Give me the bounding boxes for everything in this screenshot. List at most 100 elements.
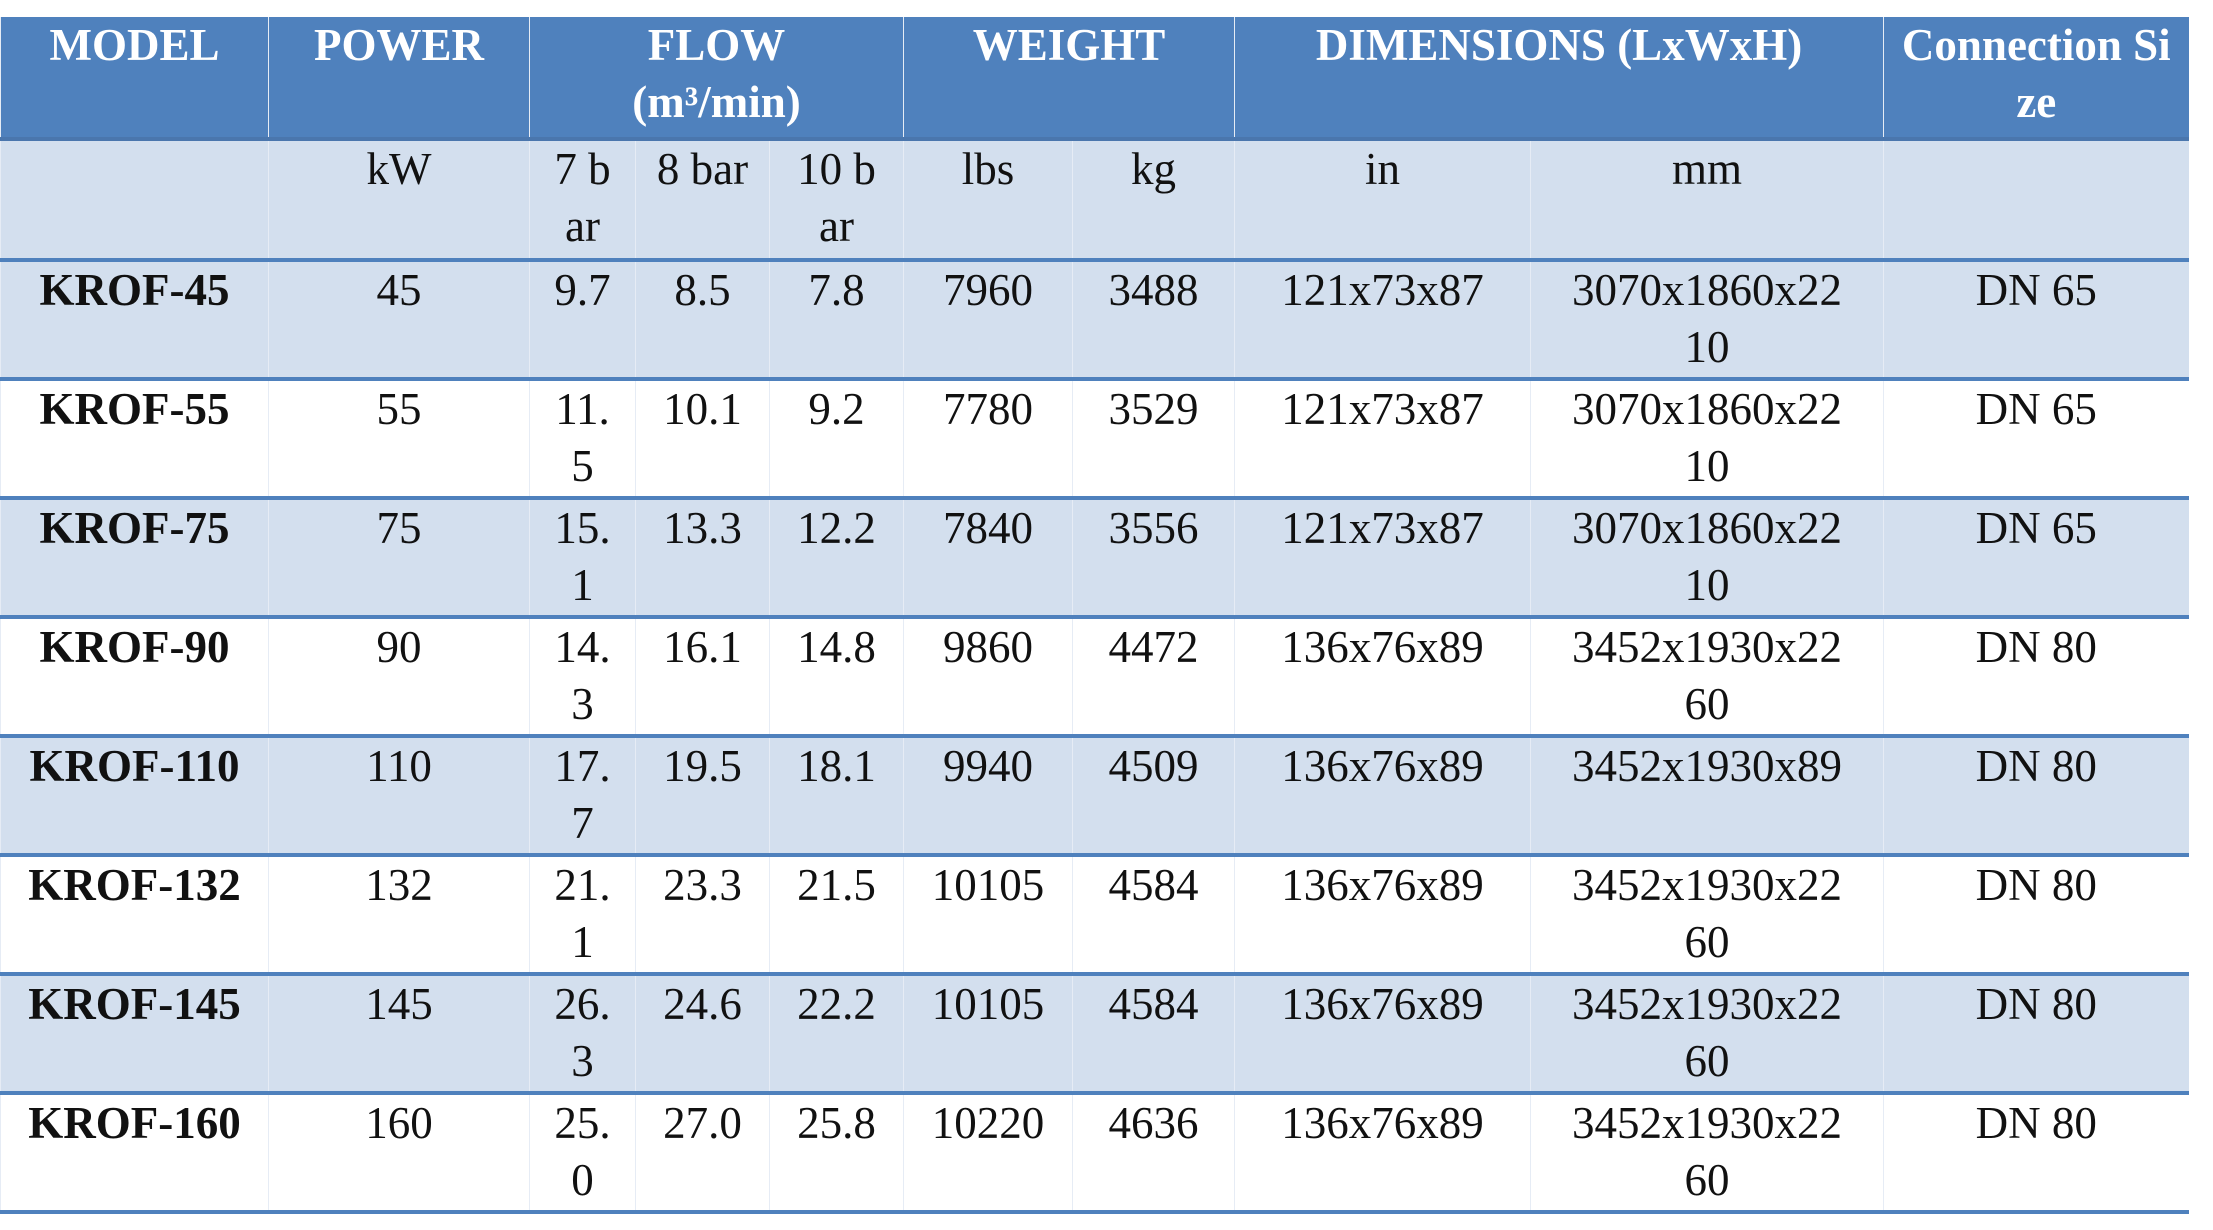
header-cell: MODEL xyxy=(0,17,269,141)
data-cell: KROF-160 xyxy=(0,1093,269,1214)
header-title: MODEL xyxy=(49,20,220,70)
data-cell: KROF-55 xyxy=(0,379,269,500)
data-cell: 10105 xyxy=(903,974,1073,1095)
data-row: KROF-145 145 26.3 24.6 22.2 10105 4584 136x76x8… xyxy=(0,974,2189,1095)
data-cell: 3070x1860x2210 xyxy=(1530,260,1884,381)
data-cell: KROF-45 xyxy=(0,260,269,381)
header-title: WEIGHT xyxy=(972,20,1166,70)
data-cell: 110 xyxy=(268,736,530,857)
data-cell: 27.0 xyxy=(635,1093,770,1214)
data-cell: KROF-90 xyxy=(0,617,269,738)
data-cell: 136x76x89 xyxy=(1234,1093,1531,1214)
unit-cell: kg xyxy=(1072,139,1235,262)
data-cell: DN 65 xyxy=(1883,260,2189,381)
data-cell: 10.1 xyxy=(635,379,770,500)
data-cell: 132 xyxy=(268,855,530,976)
data-cell: 11.5 xyxy=(529,379,636,500)
data-cell: 3488 xyxy=(1072,260,1235,381)
header-sub: (m³/min) xyxy=(632,77,801,127)
data-cell: DN 80 xyxy=(1883,617,2189,738)
data-cell: KROF-145 xyxy=(0,974,269,1095)
data-row: KROF-110 110 17.7 19.5 18.1 9940 4509 136x76x89… xyxy=(0,736,2189,857)
data-cell: 136x76x89 xyxy=(1234,736,1531,857)
header-cell: POWER xyxy=(268,17,530,141)
unit-cell: mm xyxy=(1530,139,1884,262)
data-cell: DN 65 xyxy=(1883,498,2189,619)
data-cell: 10220 xyxy=(903,1093,1073,1214)
data-cell: 22.2 xyxy=(768,974,904,1095)
data-cell: 21.1 xyxy=(529,855,636,976)
data-cell: 4472 xyxy=(1072,617,1235,738)
data-cell: 145 xyxy=(268,974,530,1095)
data-cell: 3070x1860x2210 xyxy=(1530,379,1884,500)
data-cell: 3452x1930x89 xyxy=(1530,736,1884,857)
data-cell: DN 65 xyxy=(1883,379,2189,500)
data-cell: 4509 xyxy=(1072,736,1235,857)
data-row: KROF-75 75 15.1 13.3 12.2 7840 3556 121x73x87 30… xyxy=(0,498,2189,619)
unit-cell: lbs xyxy=(903,139,1073,262)
data-cell: 25.0 xyxy=(529,1093,636,1214)
data-cell: KROF-75 xyxy=(0,498,269,619)
data-cell: 3452x1930x2260 xyxy=(1530,617,1884,738)
data-cell: 10105 xyxy=(903,855,1073,976)
unit-cell: 10 bar xyxy=(768,139,904,262)
data-cell: 3452x1930x2260 xyxy=(1530,1093,1884,1214)
data-cell: 16.1 xyxy=(635,617,770,738)
data-cell: 121x73x87 xyxy=(1234,379,1531,500)
data-cell: 7780 xyxy=(903,379,1073,500)
data-cell: DN 80 xyxy=(1883,974,2189,1095)
data-cell: 3070x1860x2210 xyxy=(1530,498,1884,619)
data-cell: DN 80 xyxy=(1883,1093,2189,1214)
units-row: kW 7 bar 8 bar 10 bar lbs kg in mm xyxy=(0,139,2189,262)
data-cell: 21.5 xyxy=(768,855,904,976)
unit-cell: 7 bar xyxy=(529,139,636,262)
header-cell: FLOW (m³/min) xyxy=(528,17,904,141)
data-cell: 19.5 xyxy=(635,736,770,857)
data-cell: 25.8 xyxy=(768,1093,904,1214)
data-row: KROF-160 160 25.0 27.0 25.8 10220 4636 136x76x8… xyxy=(0,1093,2189,1214)
data-cell: 7960 xyxy=(903,260,1073,381)
header-title: DIMENSIONS (LxWxH) xyxy=(1315,20,1803,70)
data-cell: 160 xyxy=(268,1093,530,1214)
data-cell: 4636 xyxy=(1072,1093,1235,1214)
data-cell: 13.3 xyxy=(635,498,770,619)
unit-cell xyxy=(1883,139,2189,262)
data-cell: 3529 xyxy=(1072,379,1235,500)
unit-cell: in xyxy=(1234,139,1531,262)
header-cell: Connection Size xyxy=(1883,17,2189,141)
data-cell: 9.7 xyxy=(529,260,636,381)
data-cell: KROF-110 xyxy=(0,736,269,857)
header-cell: DIMENSIONS (LxWxH) xyxy=(1234,17,1884,141)
data-cell: DN 80 xyxy=(1883,736,2189,857)
data-cell: 136x76x89 xyxy=(1234,974,1531,1095)
data-cell: 121x73x87 xyxy=(1234,260,1531,381)
data-cell: 15.1 xyxy=(529,498,636,619)
data-row: KROF-45 45 9.7 8.5 7.8 7960 3488 121x73x87 3070x… xyxy=(0,260,2189,381)
data-cell: 75 xyxy=(268,498,530,619)
data-cell: 3556 xyxy=(1072,498,1235,619)
data-cell: 55 xyxy=(268,379,530,500)
data-cell: 7840 xyxy=(903,498,1073,619)
data-cell: 23.3 xyxy=(635,855,770,976)
data-row: KROF-90 90 14.3 16.1 14.8 9860 4472 136x76x89 34… xyxy=(0,617,2189,738)
data-cell: 14.8 xyxy=(768,617,904,738)
data-cell: 18.1 xyxy=(768,736,904,857)
data-cell: 14.3 xyxy=(529,617,636,738)
data-cell: 90 xyxy=(268,617,530,738)
data-cell: 136x76x89 xyxy=(1234,617,1531,738)
data-cell: 136x76x89 xyxy=(1234,855,1531,976)
data-cell: DN 80 xyxy=(1883,855,2189,976)
data-cell: 9860 xyxy=(903,617,1073,738)
header-title: Connection Size xyxy=(1901,20,2171,127)
data-row: KROF-132 132 21.1 23.3 21.5 10105 4584 136x76x8… xyxy=(0,855,2189,976)
spec-table: MODEL POWER FLOW (m³/min) WEIGHT DIMENSIONS (… xyxy=(0,17,2189,1214)
data-cell: 24.6 xyxy=(635,974,770,1095)
header-row: MODEL POWER FLOW (m³/min) WEIGHT DIMENSIONS (… xyxy=(0,17,2189,141)
data-cell: 12.2 xyxy=(768,498,904,619)
data-cell: KROF-132 xyxy=(0,855,269,976)
header-title: FLOW xyxy=(647,20,786,70)
data-cell: 4584 xyxy=(1072,974,1235,1095)
data-cell: 17.7 xyxy=(529,736,636,857)
unit-cell: kW xyxy=(268,139,530,262)
